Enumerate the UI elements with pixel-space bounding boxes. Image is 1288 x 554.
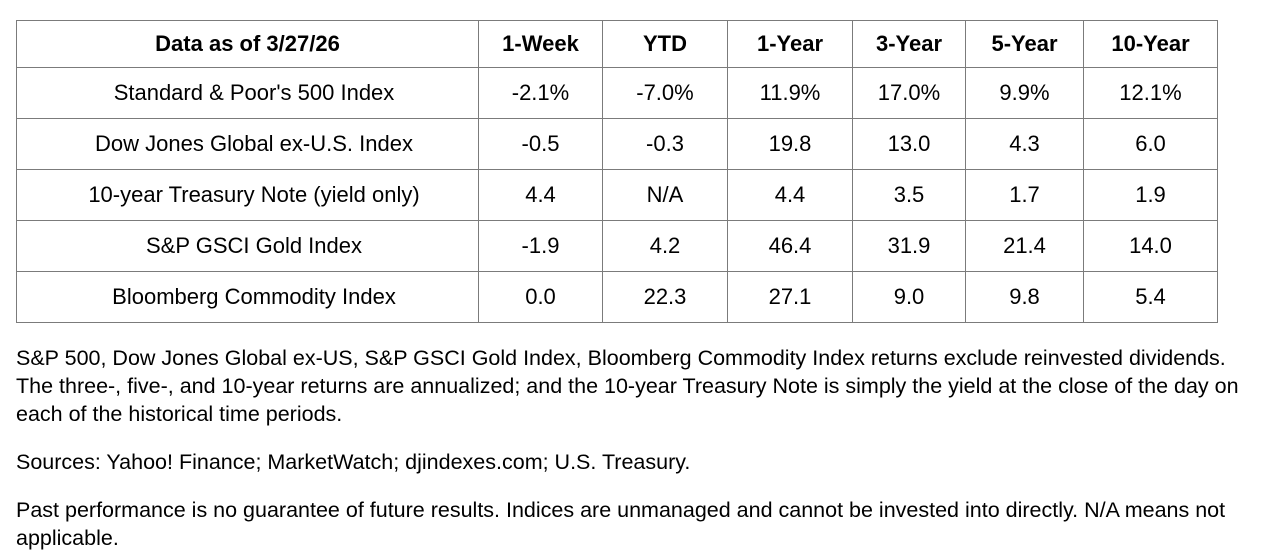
table-row-dow-jones-global: Dow Jones Global ex-U.S. Index -0.5 -0.3…	[16, 118, 1218, 170]
footnotes-section: S&P 500, Dow Jones Global ex-US, S&P GSC…	[16, 344, 1266, 552]
table-row-gsci-gold: S&P GSCI Gold Index -1.9 4.2 46.4 31.9 2…	[16, 220, 1218, 272]
table-header-row: Data as of 3/27/26 1-Week YTD 1-Year 3-Y…	[16, 20, 1218, 68]
table-cell: 6.0	[1083, 118, 1218, 170]
table-cell: 19.8	[727, 118, 853, 170]
table-cell: 4.3	[965, 118, 1084, 170]
table-cell: 17.0%	[852, 67, 966, 119]
header-cell-3-year: 3-Year	[852, 20, 966, 68]
table-cell: 13.0	[852, 118, 966, 170]
row-label: Bloomberg Commodity Index	[16, 271, 479, 323]
index-returns-table: Data as of 3/27/26 1-Week YTD 1-Year 3-Y…	[16, 20, 1218, 323]
row-label: Dow Jones Global ex-U.S. Index	[16, 118, 479, 170]
note-returns-methodology: S&P 500, Dow Jones Global ex-US, S&P GSC…	[16, 346, 1239, 426]
header-cell-5-year: 5-Year	[965, 20, 1084, 68]
table-cell: 27.1	[727, 271, 853, 323]
header-cell-ytd: YTD	[602, 20, 728, 68]
table-cell: 0.0	[478, 271, 603, 323]
row-label: Standard & Poor's 500 Index	[16, 67, 479, 119]
table-cell: 9.0	[852, 271, 966, 323]
table-cell: 22.3	[602, 271, 728, 323]
row-label: S&P GSCI Gold Index	[16, 220, 479, 272]
table-row-treasury-note: 10-year Treasury Note (yield only) 4.4 N…	[16, 169, 1218, 221]
table-cell: -0.3	[602, 118, 728, 170]
table-cell: 21.4	[965, 220, 1084, 272]
table-cell: 9.9%	[965, 67, 1084, 119]
table-cell: 12.1%	[1083, 67, 1218, 119]
header-cell-10-year: 10-Year	[1083, 20, 1218, 68]
header-cell-1-week: 1-Week	[478, 20, 603, 68]
table-cell: N/A	[602, 169, 728, 221]
table-cell: 14.0	[1083, 220, 1218, 272]
table-cell: 4.4	[727, 169, 853, 221]
table-cell: 3.5	[852, 169, 966, 221]
table-body: Standard & Poor's 500 Index -2.1% -7.0% …	[16, 67, 1218, 323]
table-cell: 9.8	[965, 271, 1084, 323]
table-cell: 31.9	[852, 220, 966, 272]
table-row-sp500: Standard & Poor's 500 Index -2.1% -7.0% …	[16, 67, 1218, 119]
table-cell: 1.7	[965, 169, 1084, 221]
header-cell-1-year: 1-Year	[727, 20, 853, 68]
table-cell: 4.2	[602, 220, 728, 272]
table-cell: 4.4	[478, 169, 603, 221]
table-cell: 1.9	[1083, 169, 1218, 221]
header-cell-data-as-of: Data as of 3/27/26	[16, 20, 479, 68]
note-disclaimer: Past performance is no guarantee of futu…	[16, 498, 1226, 550]
table-cell: 11.9%	[727, 67, 853, 119]
row-label: 10-year Treasury Note (yield only)	[16, 169, 479, 221]
table-cell: -0.5	[478, 118, 603, 170]
table-cell: 46.4	[727, 220, 853, 272]
table-cell: -7.0%	[602, 67, 728, 119]
table-row-bloomberg-commodity: Bloomberg Commodity Index 0.0 22.3 27.1 …	[16, 271, 1218, 323]
note-sources: Sources: Yahoo! Finance; MarketWatch; dj…	[16, 450, 691, 474]
table-cell: 5.4	[1083, 271, 1218, 323]
table-header: Data as of 3/27/26 1-Week YTD 1-Year 3-Y…	[16, 20, 1218, 68]
table-cell: -2.1%	[478, 67, 603, 119]
table-cell: -1.9	[478, 220, 603, 272]
